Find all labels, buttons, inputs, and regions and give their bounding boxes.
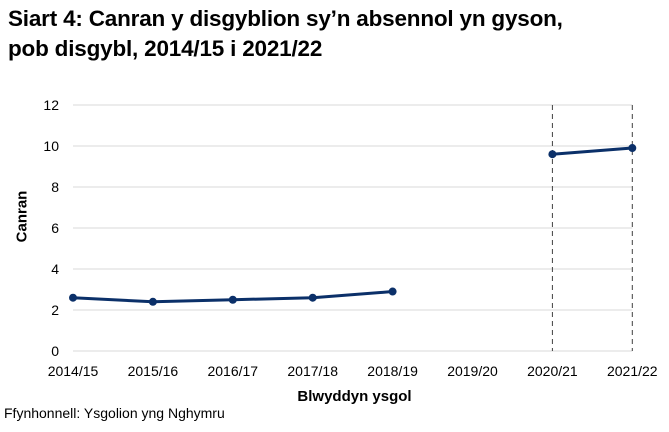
y-tick-label: 6 [51,220,59,236]
x-tick-label: 2021/22 [607,363,658,379]
chart-title: Siart 4: Canran y disgyblion sy’n absenn… [8,4,668,64]
chart-title-line-1: Siart 4: Canran y disgyblion sy’n absenn… [8,6,563,31]
data-point [548,150,557,159]
data-point [628,144,637,153]
y-tick-label: 8 [51,179,59,195]
x-tick-label: 2019/20 [447,363,498,379]
data-point [148,297,157,306]
data-point [388,287,397,296]
chart-title-line-2: pob disgybl, 2014/15 i 2021/22 [8,36,323,61]
y-tick-label: 10 [43,138,59,154]
y-axis-label: Canran [13,190,31,243]
series-line [552,146,633,156]
x-tick-label: 2018/19 [367,363,418,379]
data-point [69,293,77,302]
y-tick-label: 12 [43,97,59,113]
data-point [308,293,317,302]
x-tick-label: 2016/17 [207,363,258,379]
y-tick-label: 0 [51,343,59,359]
x-axis-label: Blwyddyn ysgol [297,388,412,405]
x-tick-label: 2015/16 [128,363,179,379]
y-tick-label: 2 [51,302,59,318]
x-tick-label: 2020/21 [527,363,578,379]
data-point [228,295,237,304]
x-tick-label: 2014/15 [48,363,99,379]
y-tick-label: 4 [51,261,59,277]
x-tick-label: 2017/18 [287,363,338,379]
source-note: Ffynhonnell: Ysgolion yng Nghymru [4,405,225,421]
